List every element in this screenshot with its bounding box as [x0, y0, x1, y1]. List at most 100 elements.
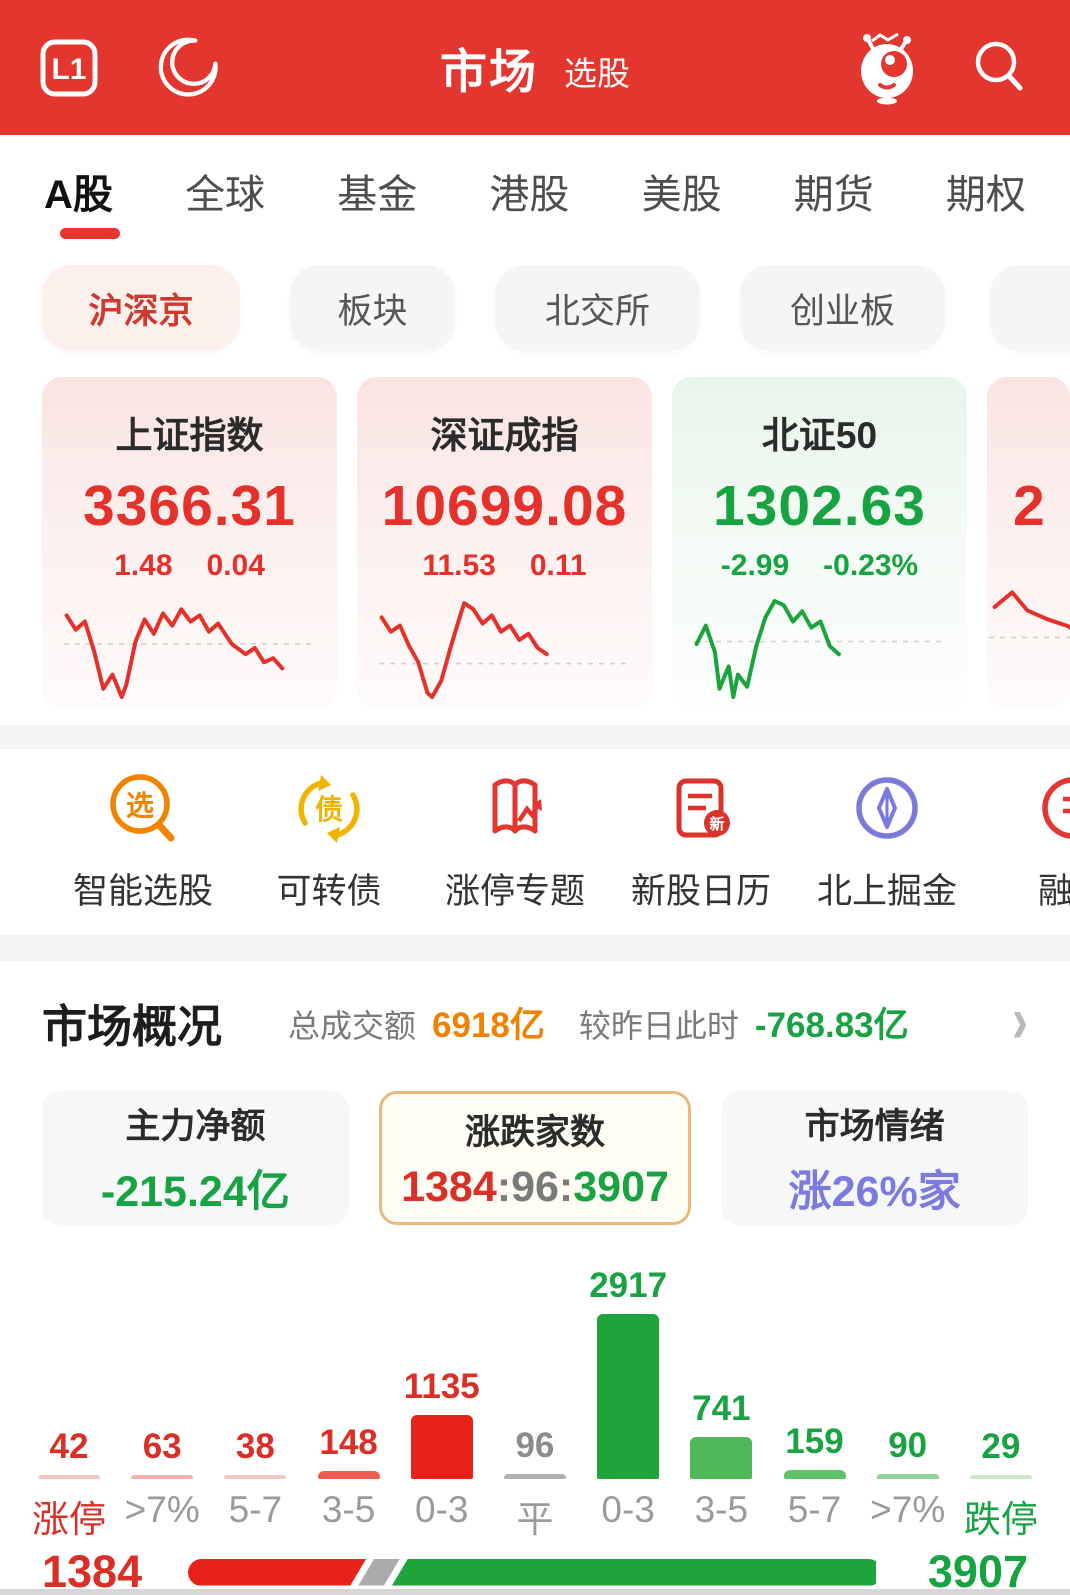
page-title: 市场	[440, 45, 538, 98]
chart-columns: 42 63 38 148 1135 96 2917 741 159 90 29	[30, 1249, 1040, 1479]
pill-star-market-partial[interactable]: 科	[990, 265, 1070, 351]
ratio-separator: :	[558, 1163, 574, 1211]
chart-column-7[interactable]: 741	[682, 1389, 760, 1479]
quick-action-label: 可转债	[276, 872, 382, 911]
tab-a-shares[interactable]: A股	[44, 173, 113, 217]
index-change: 11.53 0.11	[422, 549, 586, 583]
tab-options[interactable]: 期权	[945, 173, 1026, 217]
tab-global[interactable]: 全球	[185, 173, 266, 217]
stat-label: 市场情绪	[804, 1106, 945, 1146]
tab-us-stocks[interactable]: 美股	[641, 173, 722, 217]
pill-sectors[interactable]: 板块	[290, 265, 455, 351]
quick-action-margin-partial[interactable]: 融资	[980, 763, 1070, 935]
stat-label: 涨跌家数	[465, 1113, 606, 1152]
advance-decline-progress-bar	[188, 1558, 882, 1586]
overview-summary: 总成交额 6918亿 较昨日此时 -768.83亿	[288, 997, 1002, 1048]
header-subtab-select-stocks[interactable]: 选股	[564, 54, 630, 92]
pill-hu-shen-jing[interactable]: 沪深京	[42, 265, 240, 351]
quick-action-smart-pick[interactable]: 选 智能选股	[50, 763, 236, 935]
index-name: 上证指数	[115, 415, 264, 456]
bar	[876, 1474, 939, 1479]
bar	[38, 1475, 100, 1479]
search-icon[interactable]	[968, 36, 1032, 100]
chart-column-2[interactable]: 38	[216, 1427, 294, 1479]
level-badge-icon[interactable]: L1	[38, 37, 100, 99]
northbound-compass-icon	[841, 763, 933, 855]
index-change-abs: -2.99	[720, 549, 790, 582]
spacer	[0, 709, 1070, 725]
chart-column-0[interactable]: 42	[30, 1427, 108, 1479]
index-name: 深证成指	[430, 415, 579, 456]
chart-column-9[interactable]: 90	[869, 1426, 947, 1479]
index-card-sse[interactable]: 上证指数 3366.31 1.48 0.04	[42, 377, 337, 709]
index-value-partial: 2	[1013, 474, 1045, 538]
bar-value-label: 63	[142, 1427, 182, 1466]
turnover-value: 6918亿	[432, 1005, 545, 1045]
smart-stock-pick-icon: 选	[97, 763, 189, 855]
active-tab-underline	[60, 228, 120, 239]
quick-action-label: 智能选股	[72, 872, 213, 911]
bar	[783, 1470, 846, 1479]
chart-column-10[interactable]: 29	[962, 1427, 1040, 1479]
index-change-abs: 11.53	[422, 549, 496, 582]
tab-hk-stocks[interactable]: 港股	[489, 173, 570, 217]
chart-column-4[interactable]: 1135	[403, 1367, 481, 1479]
convertible-bond-icon: 债	[283, 763, 375, 855]
chart-column-6[interactable]: 2917	[589, 1266, 667, 1479]
bar	[503, 1474, 566, 1479]
chart-column-1[interactable]: 63	[123, 1427, 201, 1479]
index-value: 3366.31	[82, 474, 297, 538]
header-title-group: 市场 选股	[308, 33, 762, 102]
mascot-icon[interactable]	[854, 31, 920, 105]
main-force-net-box[interactable]: 主力净额 -215.24亿	[42, 1091, 349, 1225]
limit-up-topic-icon	[469, 763, 561, 855]
svg-text:新: 新	[709, 815, 724, 833]
stat-value: -215.24亿	[100, 1167, 290, 1216]
advance-decline-count-box[interactable]: 涨跌家数 1384 : 96 : 3907	[378, 1091, 692, 1225]
index-card-partial[interactable]: 2	[987, 377, 1070, 709]
quick-action-new-stock-calendar[interactable]: 新 新股日历	[608, 763, 794, 935]
chart-column-3[interactable]: 148	[310, 1423, 388, 1479]
svg-text:选: 选	[126, 790, 154, 821]
quick-action-limit-up-topic[interactable]: 涨停专题	[422, 763, 608, 935]
chart-column-5[interactable]: 96	[496, 1426, 574, 1479]
decliners-total: 3907	[927, 1546, 1028, 1595]
bar	[317, 1471, 380, 1479]
subnav-pills: 沪深京 板块 北交所 创业板 科	[0, 265, 1070, 351]
stat-label: 主力净额	[125, 1106, 266, 1146]
index-card-szse[interactable]: 深证成指 10699.08 11.53 0.11	[357, 377, 652, 709]
flat-count: 96	[511, 1163, 559, 1211]
pill-bse[interactable]: 北交所	[495, 265, 700, 351]
chevron-right-icon[interactable]: ›	[1012, 985, 1028, 1058]
new-stock-calendar-icon: 新	[655, 763, 747, 855]
bar-value-label: 1135	[403, 1367, 480, 1406]
quick-action-convertible-bond[interactable]: 债 可转债	[236, 763, 422, 935]
chart-category-labels: 涨停 >7% 5-7 3-5 0-3 平 0-3 3-5 5-7 >7% 跌停	[0, 1489, 1070, 1540]
pill-chinext[interactable]: 创业板	[740, 265, 945, 351]
market-sentiment-box[interactable]: 市场情绪 涨26%家	[721, 1091, 1029, 1225]
bar	[969, 1475, 1032, 1479]
bar	[690, 1437, 753, 1479]
advance-decline-distribution-chart: 42 63 38 148 1135 96 2917 741 159 90 29	[0, 1249, 1070, 1479]
level-badge-label: L1	[51, 53, 86, 86]
bar-value-label: 159	[785, 1422, 844, 1461]
night-mode-moon-icon[interactable]	[152, 32, 224, 104]
index-card-bse50[interactable]: 北证50 1302.63 -2.99 -0.23%	[672, 377, 967, 709]
bar-category-label: 涨停	[32, 1499, 106, 1540]
bar	[597, 1314, 660, 1479]
tab-funds[interactable]: 基金	[337, 173, 418, 217]
chart-column-8[interactable]: 159	[776, 1422, 854, 1479]
bar-category-label: >7%	[124, 1489, 200, 1530]
margin-trading-icon	[1027, 763, 1070, 855]
tab-futures[interactable]: 期货	[793, 173, 874, 217]
flat-segment	[358, 1559, 400, 1586]
quick-action-northbound[interactable]: 北上掘金	[794, 763, 980, 935]
decliners-segment	[391, 1558, 877, 1586]
market-overview-header[interactable]: 市场概况 总成交额 6918亿 较昨日此时 -768.83亿 ›	[0, 985, 1070, 1058]
header-right	[762, 31, 1032, 105]
bar-value-label: 96	[515, 1426, 555, 1465]
index-change-pct: -0.23%	[823, 549, 919, 582]
index-change-pct: 0.04	[206, 549, 265, 582]
index-value: 1302.63	[712, 474, 927, 538]
